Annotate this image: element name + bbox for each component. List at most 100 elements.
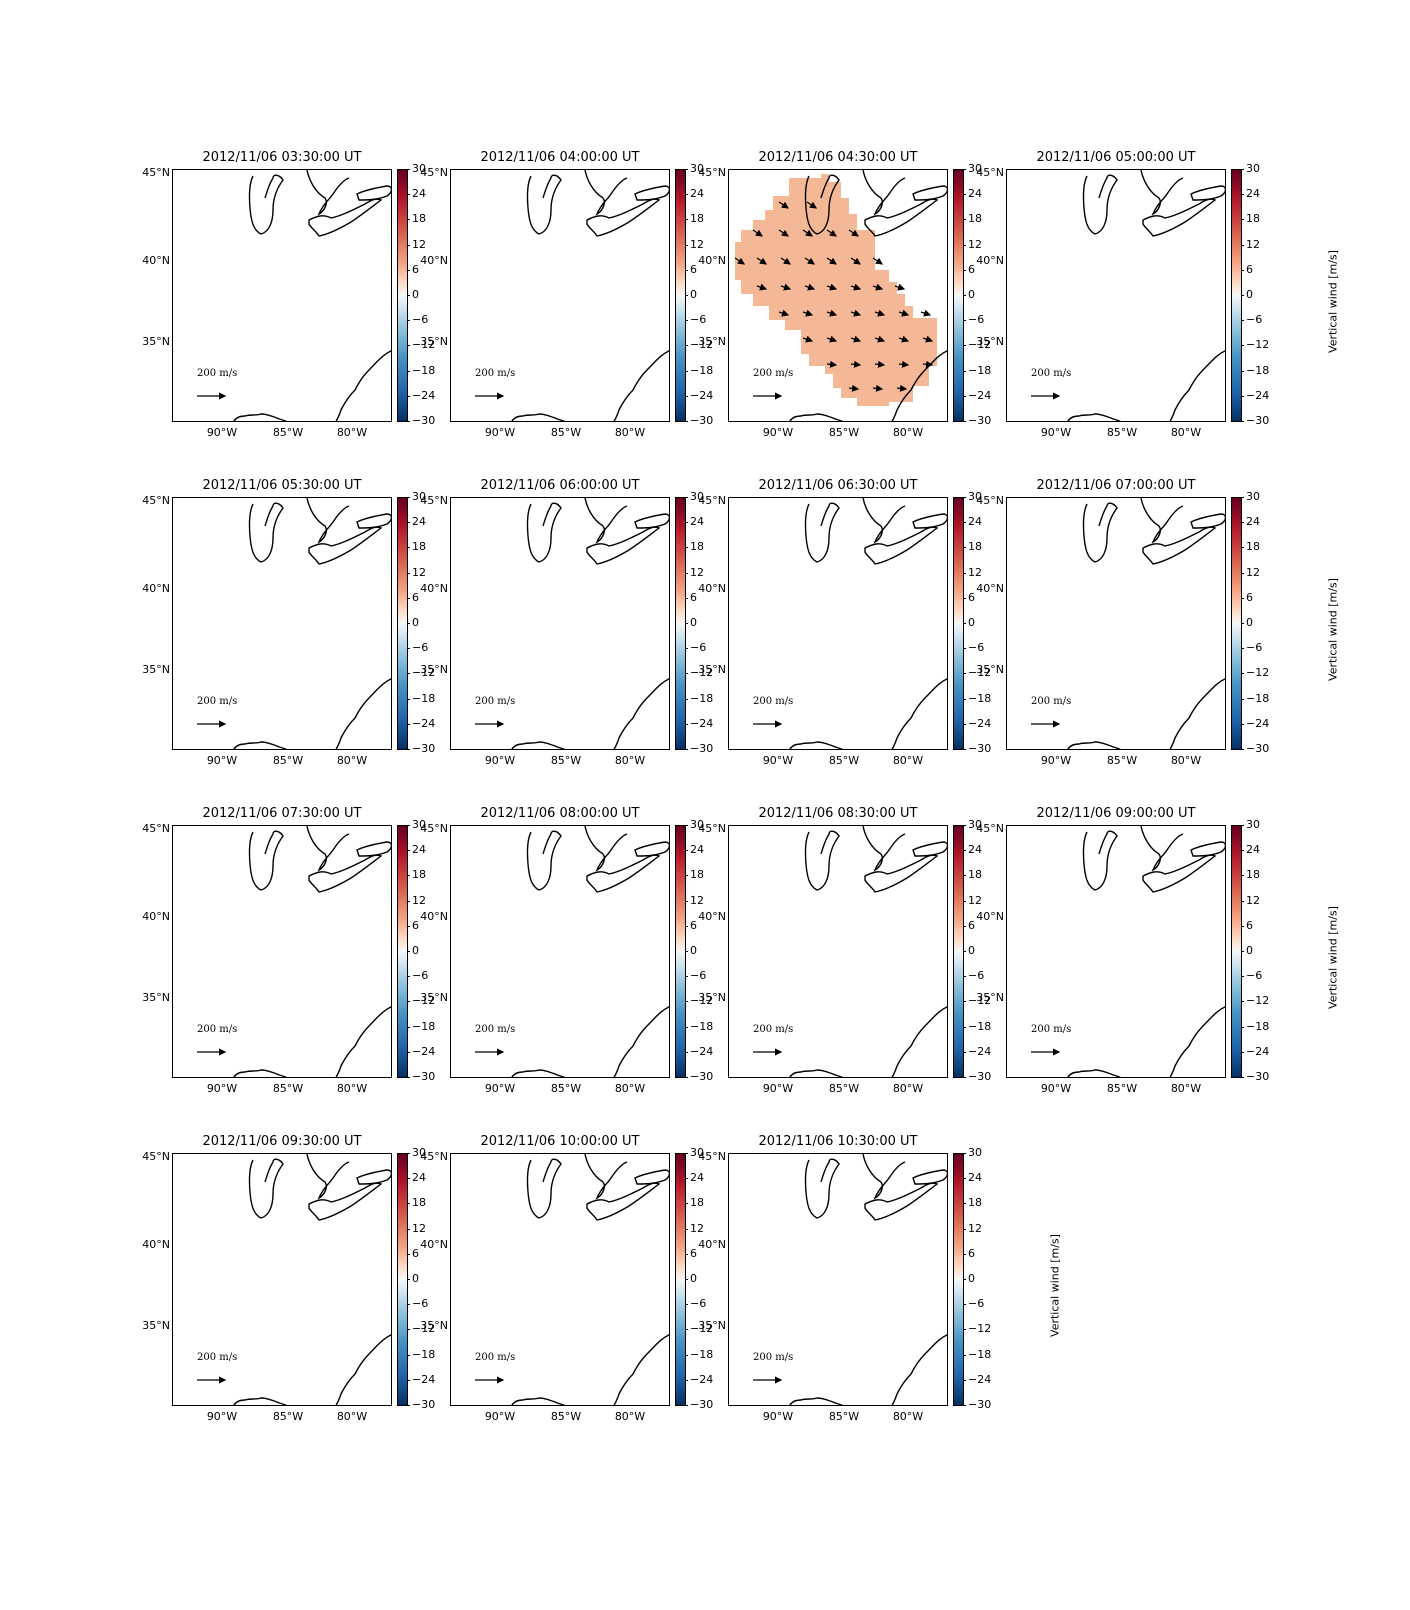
latitude-label: 45°N [420, 166, 448, 179]
colorbar-tick-label: −6 [1240, 969, 1263, 983]
map-axes: 200 m/s [1006, 825, 1226, 1078]
longitude-label: 80°W [336, 426, 368, 439]
panel-title: 2012/11/06 05:30:00 UT [202, 478, 362, 493]
latitude-label: 35°N [698, 663, 726, 676]
latitude-label: 45°N [142, 494, 170, 507]
panel-title: 2012/11/06 08:30:00 UT [758, 806, 918, 821]
map-panel: 2012/11/06 06:00:00 UT 200 m/s 45°N 40°N 35°… [420, 478, 783, 771]
coastline [356, 513, 391, 529]
colorbar-tick-label: 18 [1241, 868, 1260, 882]
coastline [1142, 854, 1217, 893]
coastline [248, 502, 284, 563]
coastline [1140, 826, 1184, 872]
quiver-key-label: 200 m/s [753, 1352, 794, 1363]
coastline [1190, 185, 1225, 201]
quiver-key-label: 200 m/s [197, 696, 238, 707]
coastline [1082, 830, 1118, 891]
colorbar-tick-label: 18 [963, 540, 982, 554]
coastline [804, 502, 840, 563]
latitude-label: 45°N [976, 822, 1004, 835]
colorbar-tick-label: −24 [684, 716, 714, 730]
coastline [233, 741, 288, 749]
colorbar-tick-label: 0 [685, 944, 697, 957]
coastline [912, 841, 947, 857]
latitude-label: 40°N [142, 1238, 170, 1251]
longitude-label: 85°W [272, 1410, 304, 1423]
latitude-label: 35°N [142, 663, 170, 676]
colorbar-tick-label: 24 [1241, 515, 1260, 529]
wind-vector [850, 360, 862, 368]
colorbar-tick-label: 18 [685, 1196, 704, 1210]
map-canvas [197, 826, 391, 1077]
colorbar-tick-label: −30 [406, 742, 436, 755]
colorbar-tick-label: 0 [1241, 288, 1253, 301]
latitude-label: 35°N [976, 663, 1004, 676]
map-canvas [197, 170, 391, 421]
colorbar-tick-label: 12 [1241, 565, 1260, 579]
colorbar-tick-label: 12 [963, 237, 982, 251]
colorbar-tick-label: 0 [1241, 616, 1253, 629]
quiver-key-label: 200 m/s [475, 1352, 516, 1363]
colorbar-tick-label: 6 [685, 262, 697, 276]
coastline [306, 498, 350, 544]
colorbar-tick-label: 30 [407, 490, 426, 503]
wind-vector [850, 309, 862, 317]
longitude-label: 85°W [1106, 426, 1138, 439]
map-axes: 200 m/s [450, 825, 670, 1078]
longitude-label: 85°W [272, 754, 304, 767]
quiver-key-label: 200 m/s [197, 368, 238, 379]
colorbar-tick-label: 18 [1241, 212, 1260, 226]
colorbar-tick-label: −12 [406, 994, 436, 1008]
coastline [912, 1169, 947, 1185]
latitude-label: 35°N [142, 335, 170, 348]
map-axes: 200 m/s [728, 169, 948, 422]
latitude-label: 40°N [142, 254, 170, 267]
longitude-label: 85°W [828, 1082, 860, 1095]
longitude-label: 90°W [484, 754, 516, 767]
coastline [613, 350, 669, 421]
colorbar-label: Vertical wind [m/s] [1326, 578, 1340, 681]
longitude-label: 85°W [1106, 1082, 1138, 1095]
map-axes: 200 m/s [172, 497, 392, 750]
coastline [613, 1006, 669, 1077]
map-canvas [475, 498, 669, 749]
coastline [1140, 170, 1184, 216]
wind-vector [896, 384, 908, 392]
colorbar-tick-label: −18 [962, 691, 992, 705]
colorbar-tick-label: −18 [1240, 1019, 1270, 1033]
wind-vector [778, 309, 790, 317]
wind-vector [802, 229, 813, 237]
colorbar-tick-label: −6 [684, 1297, 707, 1311]
wind-vector [778, 229, 789, 237]
colorbar-tick-label: −24 [962, 388, 992, 402]
latitude-label: 35°N [698, 335, 726, 348]
latitude-label: 35°N [698, 1319, 726, 1332]
coastline [308, 198, 383, 237]
longitude-label: 90°W [762, 754, 794, 767]
colorbar-tick-label: 0 [685, 1272, 697, 1285]
wind-vector [826, 360, 838, 368]
coastline [1082, 502, 1118, 563]
coastline [1142, 526, 1217, 565]
coastline [308, 854, 383, 893]
longitude-label: 80°W [892, 426, 924, 439]
colorbar-tick-label: 30 [1241, 490, 1260, 503]
colorbar-tick-label: −12 [406, 1322, 436, 1336]
coastline [1140, 498, 1184, 544]
colorbar-tick-label: −12 [1240, 666, 1270, 680]
map-panel: 2012/11/06 07:00:00 UT 200 m/s 45°N 40°N 35°… [976, 478, 1339, 771]
longitude-label: 80°W [1170, 1082, 1202, 1095]
panel-title: 2012/11/06 10:30:00 UT [758, 1134, 918, 1149]
longitude-label: 90°W [206, 754, 238, 767]
map-axes: 200 m/s [450, 1153, 670, 1406]
wind-vector [848, 384, 860, 392]
longitude-label: 90°W [1040, 754, 1072, 767]
coastline [335, 1334, 391, 1405]
colorbar-tick-label: −12 [406, 666, 436, 680]
colorbar-tick-label: 24 [685, 1171, 704, 1185]
wind-vector [922, 335, 934, 343]
map-axes: 200 m/s [450, 497, 670, 750]
colorbar-tick-label: −6 [406, 969, 429, 983]
colorbar-tick-label: −30 [962, 414, 992, 427]
coastline [335, 350, 391, 421]
